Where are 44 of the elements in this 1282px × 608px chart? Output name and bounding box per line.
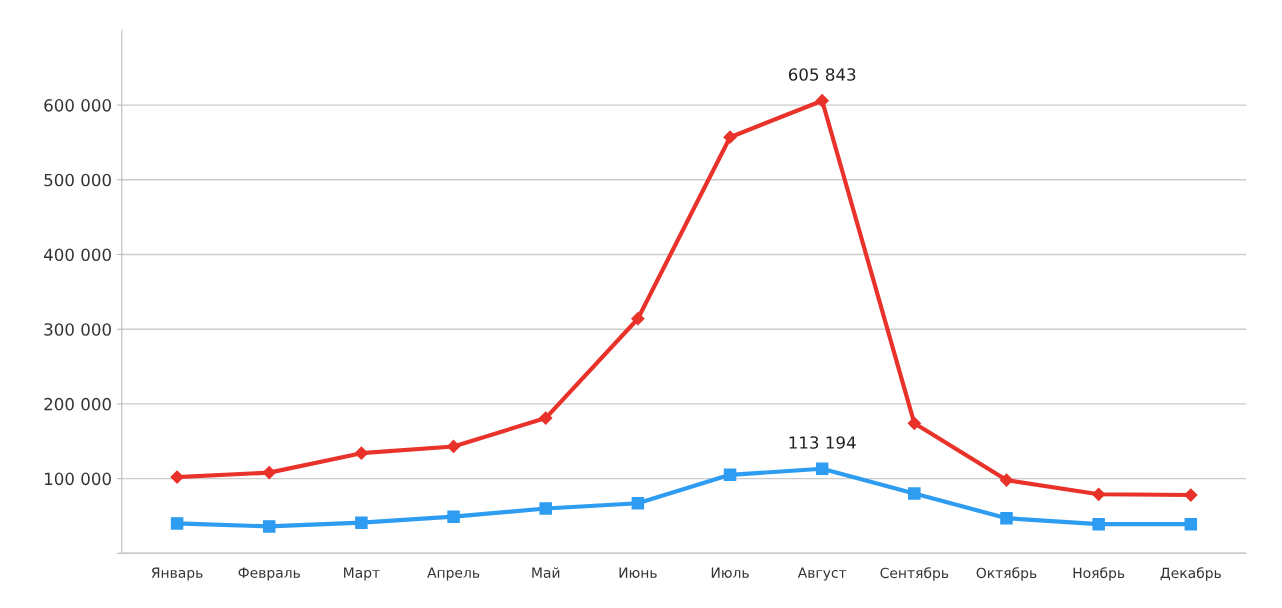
point [907, 416, 921, 430]
x-tick-label: Февраль [238, 567, 300, 581]
y-tick-label: 500 000 [44, 173, 111, 187]
point [631, 496, 645, 510]
x-tick-label: Март [344, 567, 380, 581]
x-tick-label: Январь [151, 567, 203, 581]
point [170, 517, 184, 530]
point [908, 487, 921, 500]
x-tick-label: Декабрь [1160, 567, 1221, 581]
point [355, 516, 368, 529]
x-tick-label: Ноябрь [1073, 567, 1125, 581]
point [1000, 511, 1013, 525]
point [1092, 517, 1105, 531]
point [170, 470, 184, 484]
x-tick-label: Июнь [619, 567, 657, 578]
point [1092, 487, 1106, 501]
point [539, 411, 553, 425]
point [447, 510, 460, 523]
point [446, 439, 461, 454]
point [631, 312, 645, 326]
x-tick-label: Октябрь [976, 567, 1037, 581]
point [539, 502, 552, 515]
data-label: 605 843 [788, 68, 856, 81]
data-label: 113 194 [789, 436, 856, 449]
y-tick-label: 400 000 [43, 248, 111, 262]
x-tick-label: Сентябрь [880, 567, 949, 581]
y-tick-label: 100 000 [44, 472, 111, 486]
x-tick-label: Июль [711, 567, 749, 578]
y-tick-label: 600 000 [44, 99, 111, 112]
point [999, 473, 1014, 487]
point [1184, 488, 1198, 502]
point [815, 94, 829, 108]
y-tick-label: 300 000 [44, 323, 111, 336]
point [815, 462, 829, 475]
x-tick-label: Август [797, 567, 847, 581]
x-tick-label: Май [532, 567, 560, 578]
point [723, 468, 737, 482]
point [1184, 517, 1198, 531]
point [262, 520, 276, 533]
point [354, 446, 368, 460]
point [262, 466, 276, 480]
y-tick-label: 200 000 [44, 397, 111, 411]
x-tick-label: Апрель [427, 567, 480, 581]
point [723, 130, 737, 144]
